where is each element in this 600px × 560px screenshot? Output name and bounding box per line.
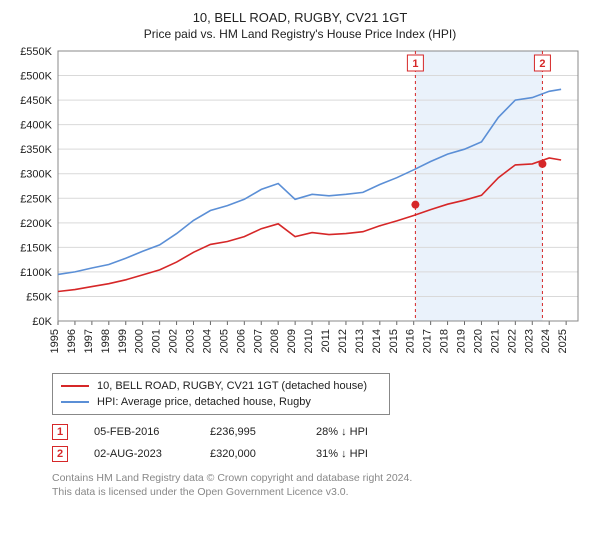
svg-text:1997: 1997 xyxy=(83,329,95,353)
svg-text:2010: 2010 xyxy=(303,329,315,353)
svg-text:2013: 2013 xyxy=(354,329,366,353)
page-subtitle: Price paid vs. HM Land Registry's House … xyxy=(14,27,586,41)
sale-delta: 28% ↓ HPI xyxy=(316,421,368,443)
sales-table: 1 05-FEB-2016 £236,995 28% ↓ HPI 2 02-AU… xyxy=(52,421,586,465)
footer: Contains HM Land Registry data © Crown c… xyxy=(52,471,586,499)
sale-date: 02-AUG-2023 xyxy=(94,443,184,465)
svg-text:2023: 2023 xyxy=(523,329,535,353)
svg-text:1996: 1996 xyxy=(66,329,78,353)
sale-date: 05-FEB-2016 xyxy=(94,421,184,443)
legend-swatch xyxy=(61,401,89,403)
svg-text:2006: 2006 xyxy=(235,329,247,353)
sale-delta: 31% ↓ HPI xyxy=(316,443,368,465)
svg-text:2018: 2018 xyxy=(439,329,451,353)
svg-text:£0K: £0K xyxy=(32,316,52,328)
svg-text:2025: 2025 xyxy=(557,329,569,353)
svg-text:2001: 2001 xyxy=(151,329,163,353)
legend-item: HPI: Average price, detached house, Rugb… xyxy=(61,394,381,410)
svg-text:2004: 2004 xyxy=(201,329,213,353)
sale-price: £236,995 xyxy=(210,421,290,443)
sale-marker-icon: 1 xyxy=(52,424,68,440)
svg-text:£350K: £350K xyxy=(20,144,52,156)
sale-price: £320,000 xyxy=(210,443,290,465)
legend-label: HPI: Average price, detached house, Rugb… xyxy=(97,394,311,410)
svg-text:£100K: £100K xyxy=(20,267,52,279)
footer-line: Contains HM Land Registry data © Crown c… xyxy=(52,471,586,485)
svg-text:2017: 2017 xyxy=(422,329,434,353)
svg-text:2021: 2021 xyxy=(489,329,501,353)
legend-swatch xyxy=(61,385,89,387)
sale-row: 1 05-FEB-2016 £236,995 28% ↓ HPI xyxy=(52,421,586,443)
svg-text:2: 2 xyxy=(539,58,545,70)
svg-text:1998: 1998 xyxy=(100,329,112,353)
svg-text:£300K: £300K xyxy=(20,169,52,181)
svg-text:2012: 2012 xyxy=(337,329,349,353)
svg-text:2022: 2022 xyxy=(506,329,518,353)
svg-text:1: 1 xyxy=(412,58,418,70)
chart-svg: £0K £50K £100K £150K £200K £250K £300K £350K £40… xyxy=(14,47,586,365)
sale-marker-icon: 2 xyxy=(52,446,68,462)
svg-text:£450K: £450K xyxy=(20,95,52,107)
svg-text:£50K: £50K xyxy=(26,291,52,303)
legend-item: 10, BELL ROAD, RUGBY, CV21 1GT (detached… xyxy=(61,378,381,394)
svg-text:2005: 2005 xyxy=(218,329,230,353)
svg-text:2011: 2011 xyxy=(320,329,332,353)
svg-text:£500K: £500K xyxy=(20,71,52,83)
svg-text:£200K: £200K xyxy=(20,218,52,230)
svg-text:2020: 2020 xyxy=(472,329,484,353)
svg-text:2007: 2007 xyxy=(252,329,264,353)
svg-text:£150K: £150K xyxy=(20,242,52,254)
sale-row: 2 02-AUG-2023 £320,000 31% ↓ HPI xyxy=(52,443,586,465)
chart: £0K £50K £100K £150K £200K £250K £300K £350K £40… xyxy=(14,47,586,365)
legend: 10, BELL ROAD, RUGBY, CV21 1GT (detached… xyxy=(52,373,390,415)
svg-text:2003: 2003 xyxy=(185,329,197,353)
svg-text:2024: 2024 xyxy=(540,329,552,353)
legend-label: 10, BELL ROAD, RUGBY, CV21 1GT (detached… xyxy=(97,378,367,394)
svg-text:£250K: £250K xyxy=(20,193,52,205)
svg-text:2015: 2015 xyxy=(388,329,400,353)
svg-text:2016: 2016 xyxy=(405,329,417,353)
svg-text:2000: 2000 xyxy=(134,329,146,353)
svg-text:2008: 2008 xyxy=(269,329,281,353)
svg-text:1999: 1999 xyxy=(117,329,129,353)
svg-text:£550K: £550K xyxy=(20,47,52,58)
svg-text:1995: 1995 xyxy=(49,329,61,353)
svg-text:2009: 2009 xyxy=(286,329,298,353)
svg-text:2019: 2019 xyxy=(456,329,468,353)
svg-text:2002: 2002 xyxy=(168,329,180,353)
svg-text:£400K: £400K xyxy=(20,120,52,132)
footer-line: This data is licensed under the Open Gov… xyxy=(52,485,586,499)
page-title: 10, BELL ROAD, RUGBY, CV21 1GT xyxy=(14,10,586,25)
svg-text:2014: 2014 xyxy=(371,329,383,353)
